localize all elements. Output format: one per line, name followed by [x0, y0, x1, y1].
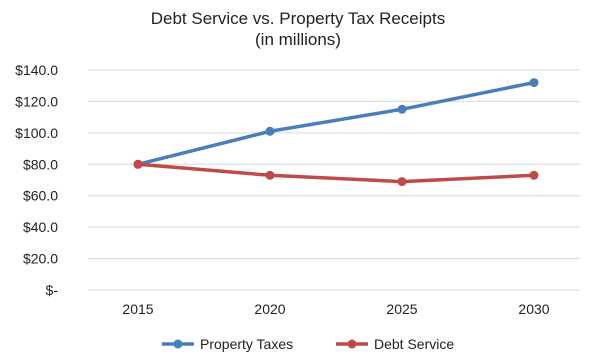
- x-tick-label: 2015: [122, 301, 153, 317]
- data-point-debt-service: [265, 170, 275, 180]
- x-axis-tick-labels: 2015 2020 2025 2030: [122, 301, 549, 317]
- y-tick-label: $20.0: [23, 251, 58, 267]
- x-tick-label: 2025: [386, 301, 417, 317]
- series-layer: [133, 78, 539, 187]
- series-line-property-taxes: [136, 80, 536, 167]
- series-property-taxes: [133, 78, 539, 169]
- legend-label: Property Taxes: [200, 336, 293, 352]
- gridlines: [88, 69, 580, 291]
- y-axis-tick-labels: $140.0 $120.0 $100.0 $80.0 $60.0 $40.0 $20.0 $-: [15, 62, 58, 298]
- y-tick-label: $120.0: [15, 93, 58, 109]
- series-line-debt-service: [136, 162, 536, 184]
- legend-swatch-marker: [347, 339, 357, 349]
- series-debt-service: [133, 159, 539, 187]
- data-point-property-taxes: [529, 78, 539, 88]
- data-point-debt-service: [529, 170, 539, 180]
- y-tick-label: $80.0: [23, 156, 58, 172]
- data-point-debt-service: [397, 177, 407, 187]
- y-tick-label: $140.0: [15, 62, 58, 78]
- data-point-property-taxes: [397, 104, 407, 114]
- data-point-property-taxes: [265, 126, 275, 136]
- y-tick-label: $100.0: [15, 125, 58, 141]
- y-tick-label: $-: [46, 282, 59, 298]
- data-point-debt-service: [133, 159, 143, 169]
- x-tick-label: 2020: [254, 301, 285, 317]
- x-tick-label: 2030: [518, 301, 549, 317]
- y-tick-label: $60.0: [23, 188, 58, 204]
- legend-swatch-marker: [173, 339, 183, 349]
- legend-label: Debt Service: [374, 336, 454, 352]
- legend-item-debt-service: Debt Service: [336, 336, 454, 352]
- chart-title: Debt Service vs. Property Tax Receipts: [151, 9, 445, 28]
- legend-item-property-taxes: Property Taxes: [162, 336, 293, 352]
- legend: Property Taxes Debt Service: [162, 336, 454, 352]
- chart-subtitle: (in millions): [255, 30, 341, 49]
- y-tick-label: $40.0: [23, 219, 58, 235]
